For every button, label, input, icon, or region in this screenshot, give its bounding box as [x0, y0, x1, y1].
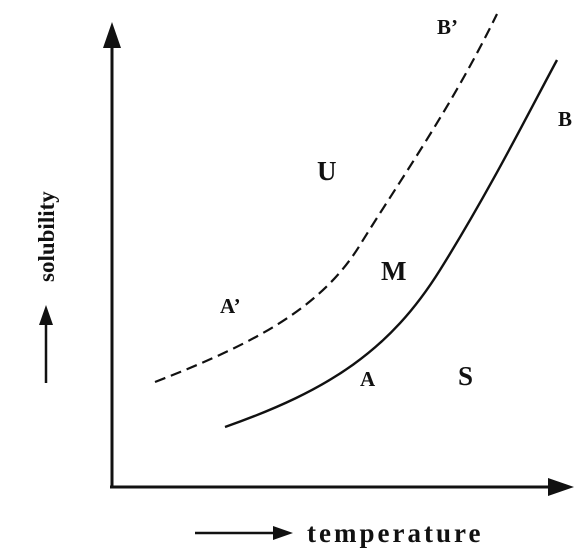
supersolubility-curve	[154, 13, 498, 384]
x-label-arrowhead-icon	[273, 526, 293, 540]
y-axis-arrowhead-icon	[103, 22, 121, 48]
curve-label-b-prime: B’	[437, 15, 458, 39]
region-label-metastable: M	[381, 256, 406, 286]
region-label-stable: S	[458, 361, 473, 391]
y-label-arrowhead-icon	[39, 305, 53, 325]
x-axis-label: temperature	[307, 518, 483, 548]
y-axis-label: solubility	[34, 191, 59, 282]
curve-label-a-prime: A’	[220, 294, 241, 318]
x-axis-arrowhead-icon	[548, 478, 574, 496]
curve-label-b: B	[558, 107, 572, 131]
solubility-curve	[224, 59, 559, 429]
region-label-unstable: U	[317, 156, 337, 186]
curve-label-a: A	[360, 367, 376, 391]
